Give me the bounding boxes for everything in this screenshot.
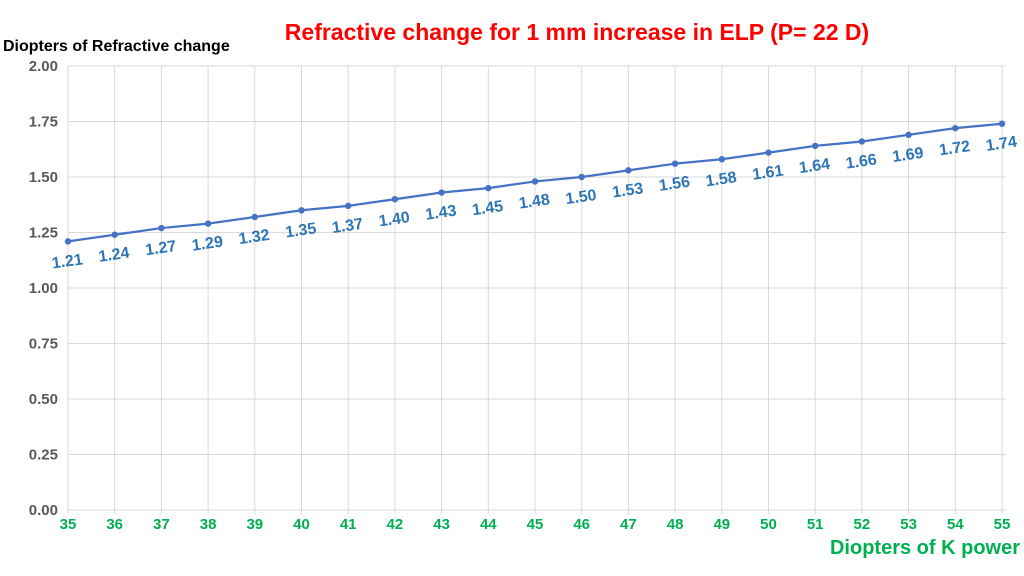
data-point-marker (578, 173, 585, 181)
data-point-marker (485, 184, 492, 192)
x-tick-label: 41 (340, 516, 357, 533)
y-tick-label: 0.00 (29, 502, 58, 519)
data-point-label: 1.27 (144, 238, 177, 259)
data-point-label: 1.58 (705, 169, 738, 190)
data-point-label: 1.37 (331, 216, 364, 237)
data-point-marker (625, 167, 632, 174)
x-tick-label: 53 (900, 516, 917, 533)
data-point-label: 1.72 (938, 138, 971, 159)
data-point-marker (998, 120, 1006, 127)
x-tick-label: 42 (387, 516, 404, 533)
data-point-marker (204, 220, 212, 227)
data-point-marker (438, 189, 445, 196)
x-tick-label: 44 (480, 516, 497, 533)
data-point-marker (345, 202, 352, 210)
data-point-marker (858, 138, 866, 145)
y-tick-label: 0.25 (29, 447, 58, 464)
data-point-label: 1.50 (564, 187, 597, 208)
chart-title: Refractive change for 1 mm increase in E… (284, 19, 870, 45)
x-tick-label: 45 (527, 516, 544, 533)
y-tick-label: 1.75 (29, 114, 58, 131)
x-tick-label: 50 (760, 516, 777, 533)
x-tick-label: 40 (293, 516, 310, 533)
x-tick-label: 39 (246, 516, 263, 533)
data-point-label: 1.24 (97, 245, 130, 266)
x-tick-label: 55 (994, 516, 1011, 533)
data-point-marker (905, 131, 912, 139)
data-point-label: 1.53 (611, 180, 644, 201)
x-tick-label: 36 (106, 516, 123, 533)
x-tick-label: 48 (667, 516, 684, 533)
data-point-marker (718, 156, 725, 163)
x-tick-label: 37 (153, 516, 170, 533)
data-point-label: 1.32 (238, 227, 271, 248)
data-point-label: 1.66 (845, 151, 878, 172)
x-tick-label: 38 (200, 516, 217, 533)
y-tick-label: 0.75 (29, 336, 58, 353)
x-axis-title: Diopters of K power (829, 537, 1020, 559)
data-point-label: 1.35 (284, 220, 317, 241)
data-point-marker (812, 142, 819, 150)
y-axis-title: Diopters of Refractive change (3, 38, 230, 55)
data-point-marker (64, 238, 72, 245)
data-point-marker (391, 196, 399, 203)
data-point-marker (952, 124, 959, 132)
data-point-marker (251, 213, 258, 221)
data-point-label: 1.40 (378, 209, 411, 230)
x-tick-label: 35 (60, 516, 77, 533)
x-tick-label: 47 (620, 516, 637, 533)
y-tick-label: 0.50 (29, 391, 58, 408)
data-point-label: 1.29 (191, 234, 224, 255)
x-tick-label: 52 (854, 516, 871, 533)
y-tick-label: 2.00 (29, 58, 58, 75)
data-point-label: 1.74 (985, 134, 1018, 155)
y-tick-label: 1.25 (29, 225, 58, 242)
data-point-marker (298, 207, 305, 214)
y-tick-label: 1.00 (29, 280, 58, 297)
data-point-label: 1.56 (658, 174, 691, 195)
data-point-label: 1.61 (751, 163, 784, 184)
data-point-label: 1.43 (424, 202, 457, 223)
x-tick-label: 43 (433, 516, 450, 533)
x-tick-label: 49 (713, 516, 730, 533)
data-point-marker (531, 178, 539, 185)
data-point-label: 1.48 (518, 191, 551, 212)
data-point-label: 1.45 (471, 198, 504, 219)
data-point-marker (158, 224, 165, 232)
data-point-marker (671, 160, 679, 167)
x-tick-label: 51 (807, 516, 824, 533)
data-point-label: 1.21 (51, 251, 84, 272)
x-tick-label: 46 (573, 516, 590, 533)
data-point-marker (765, 149, 772, 156)
y-tick-label: 1.50 (29, 169, 58, 186)
data-point-label: 1.69 (891, 145, 924, 166)
data-point-marker (111, 231, 118, 238)
x-tick-label: 54 (947, 516, 964, 533)
data-point-label: 1.64 (798, 156, 831, 177)
